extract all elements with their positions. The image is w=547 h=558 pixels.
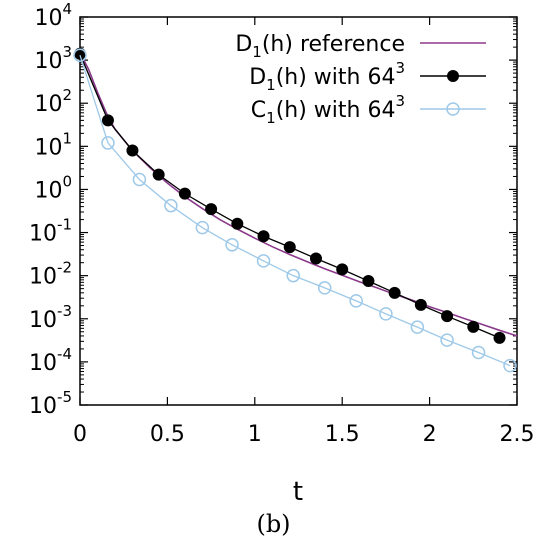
- data-point: [178, 187, 191, 200]
- data-point: [283, 241, 296, 254]
- series-1: [74, 47, 506, 344]
- y-tick-label: 104: [34, 0, 72, 31]
- data-point: [388, 286, 401, 299]
- legend-label: D1(h) with 643: [249, 59, 405, 94]
- x-tick-label: 1: [248, 422, 262, 447]
- x-axis-label: t: [293, 477, 303, 507]
- data-point: [231, 217, 244, 230]
- y-tick-label: 10-4: [29, 345, 72, 376]
- data-point: [164, 198, 178, 213]
- data-point: [493, 331, 506, 344]
- x-axis: 0 0.5 1 1.5 2 2.5: [73, 17, 535, 447]
- y-tick-label: 103: [34, 43, 72, 74]
- series-2: [73, 48, 517, 373]
- y-axis: 10-5 10-4 10-3 10-2 10-1 100 101 102 103 104: [29, 0, 517, 419]
- data-point: [467, 320, 480, 333]
- data-point: [317, 281, 332, 295]
- series-line: [79, 55, 511, 367]
- data-point: [101, 114, 114, 127]
- figure-caption: (b): [256, 510, 291, 538]
- data-point: [379, 307, 393, 321]
- plot-frame: [79, 16, 518, 406]
- chart: 10-5 10-4 10-3 10-2 10-1 100 101 102 103 104 0 0.5…: [29, 0, 535, 507]
- x-tick-label: 2: [423, 422, 437, 447]
- series-line: [79, 53, 500, 339]
- data-point: [256, 254, 271, 268]
- y-tick-label: 10-3: [29, 302, 72, 333]
- data-point: [349, 294, 363, 308]
- y-tick-label: 101: [34, 129, 72, 160]
- legend-marker: [447, 70, 459, 82]
- x-tick-label: 2.5: [500, 422, 535, 447]
- data-point: [126, 144, 139, 157]
- data-point: [257, 230, 270, 243]
- data-point: [73, 48, 87, 62]
- y-tick-label: 10-2: [29, 259, 72, 290]
- y-tick-label: 100: [34, 172, 72, 203]
- data-point: [440, 333, 454, 347]
- data-point: [152, 168, 165, 181]
- series-line: [79, 52, 518, 337]
- y-tick-label: 10-5: [29, 388, 72, 419]
- legend-label: C1(h) with 643: [251, 92, 405, 127]
- x-tick-label: 1.5: [325, 422, 360, 447]
- data-point: [410, 320, 425, 334]
- legend-label: D1(h) reference: [235, 32, 405, 61]
- data-point: [336, 263, 349, 276]
- plot-border: [79, 16, 518, 406]
- data-point: [195, 220, 210, 235]
- data-point: [503, 358, 517, 373]
- data-point: [132, 172, 147, 187]
- data-point: [309, 252, 322, 265]
- x-tick-label: 0: [73, 422, 87, 447]
- data-point: [286, 268, 301, 283]
- y-tick-label: 102: [34, 86, 72, 117]
- y-tick-label: 10-1: [29, 216, 72, 247]
- legend-marker: [446, 102, 460, 116]
- data-point: [362, 275, 375, 288]
- x-tick-label: 0.5: [150, 422, 185, 447]
- series-layer: [73, 47, 518, 373]
- data-point: [414, 298, 427, 311]
- data-point: [441, 310, 454, 323]
- data-point: [101, 136, 115, 150]
- data-point: [471, 345, 486, 360]
- data-point: [225, 238, 239, 252]
- series-0: [79, 52, 518, 337]
- data-point: [205, 203, 218, 216]
